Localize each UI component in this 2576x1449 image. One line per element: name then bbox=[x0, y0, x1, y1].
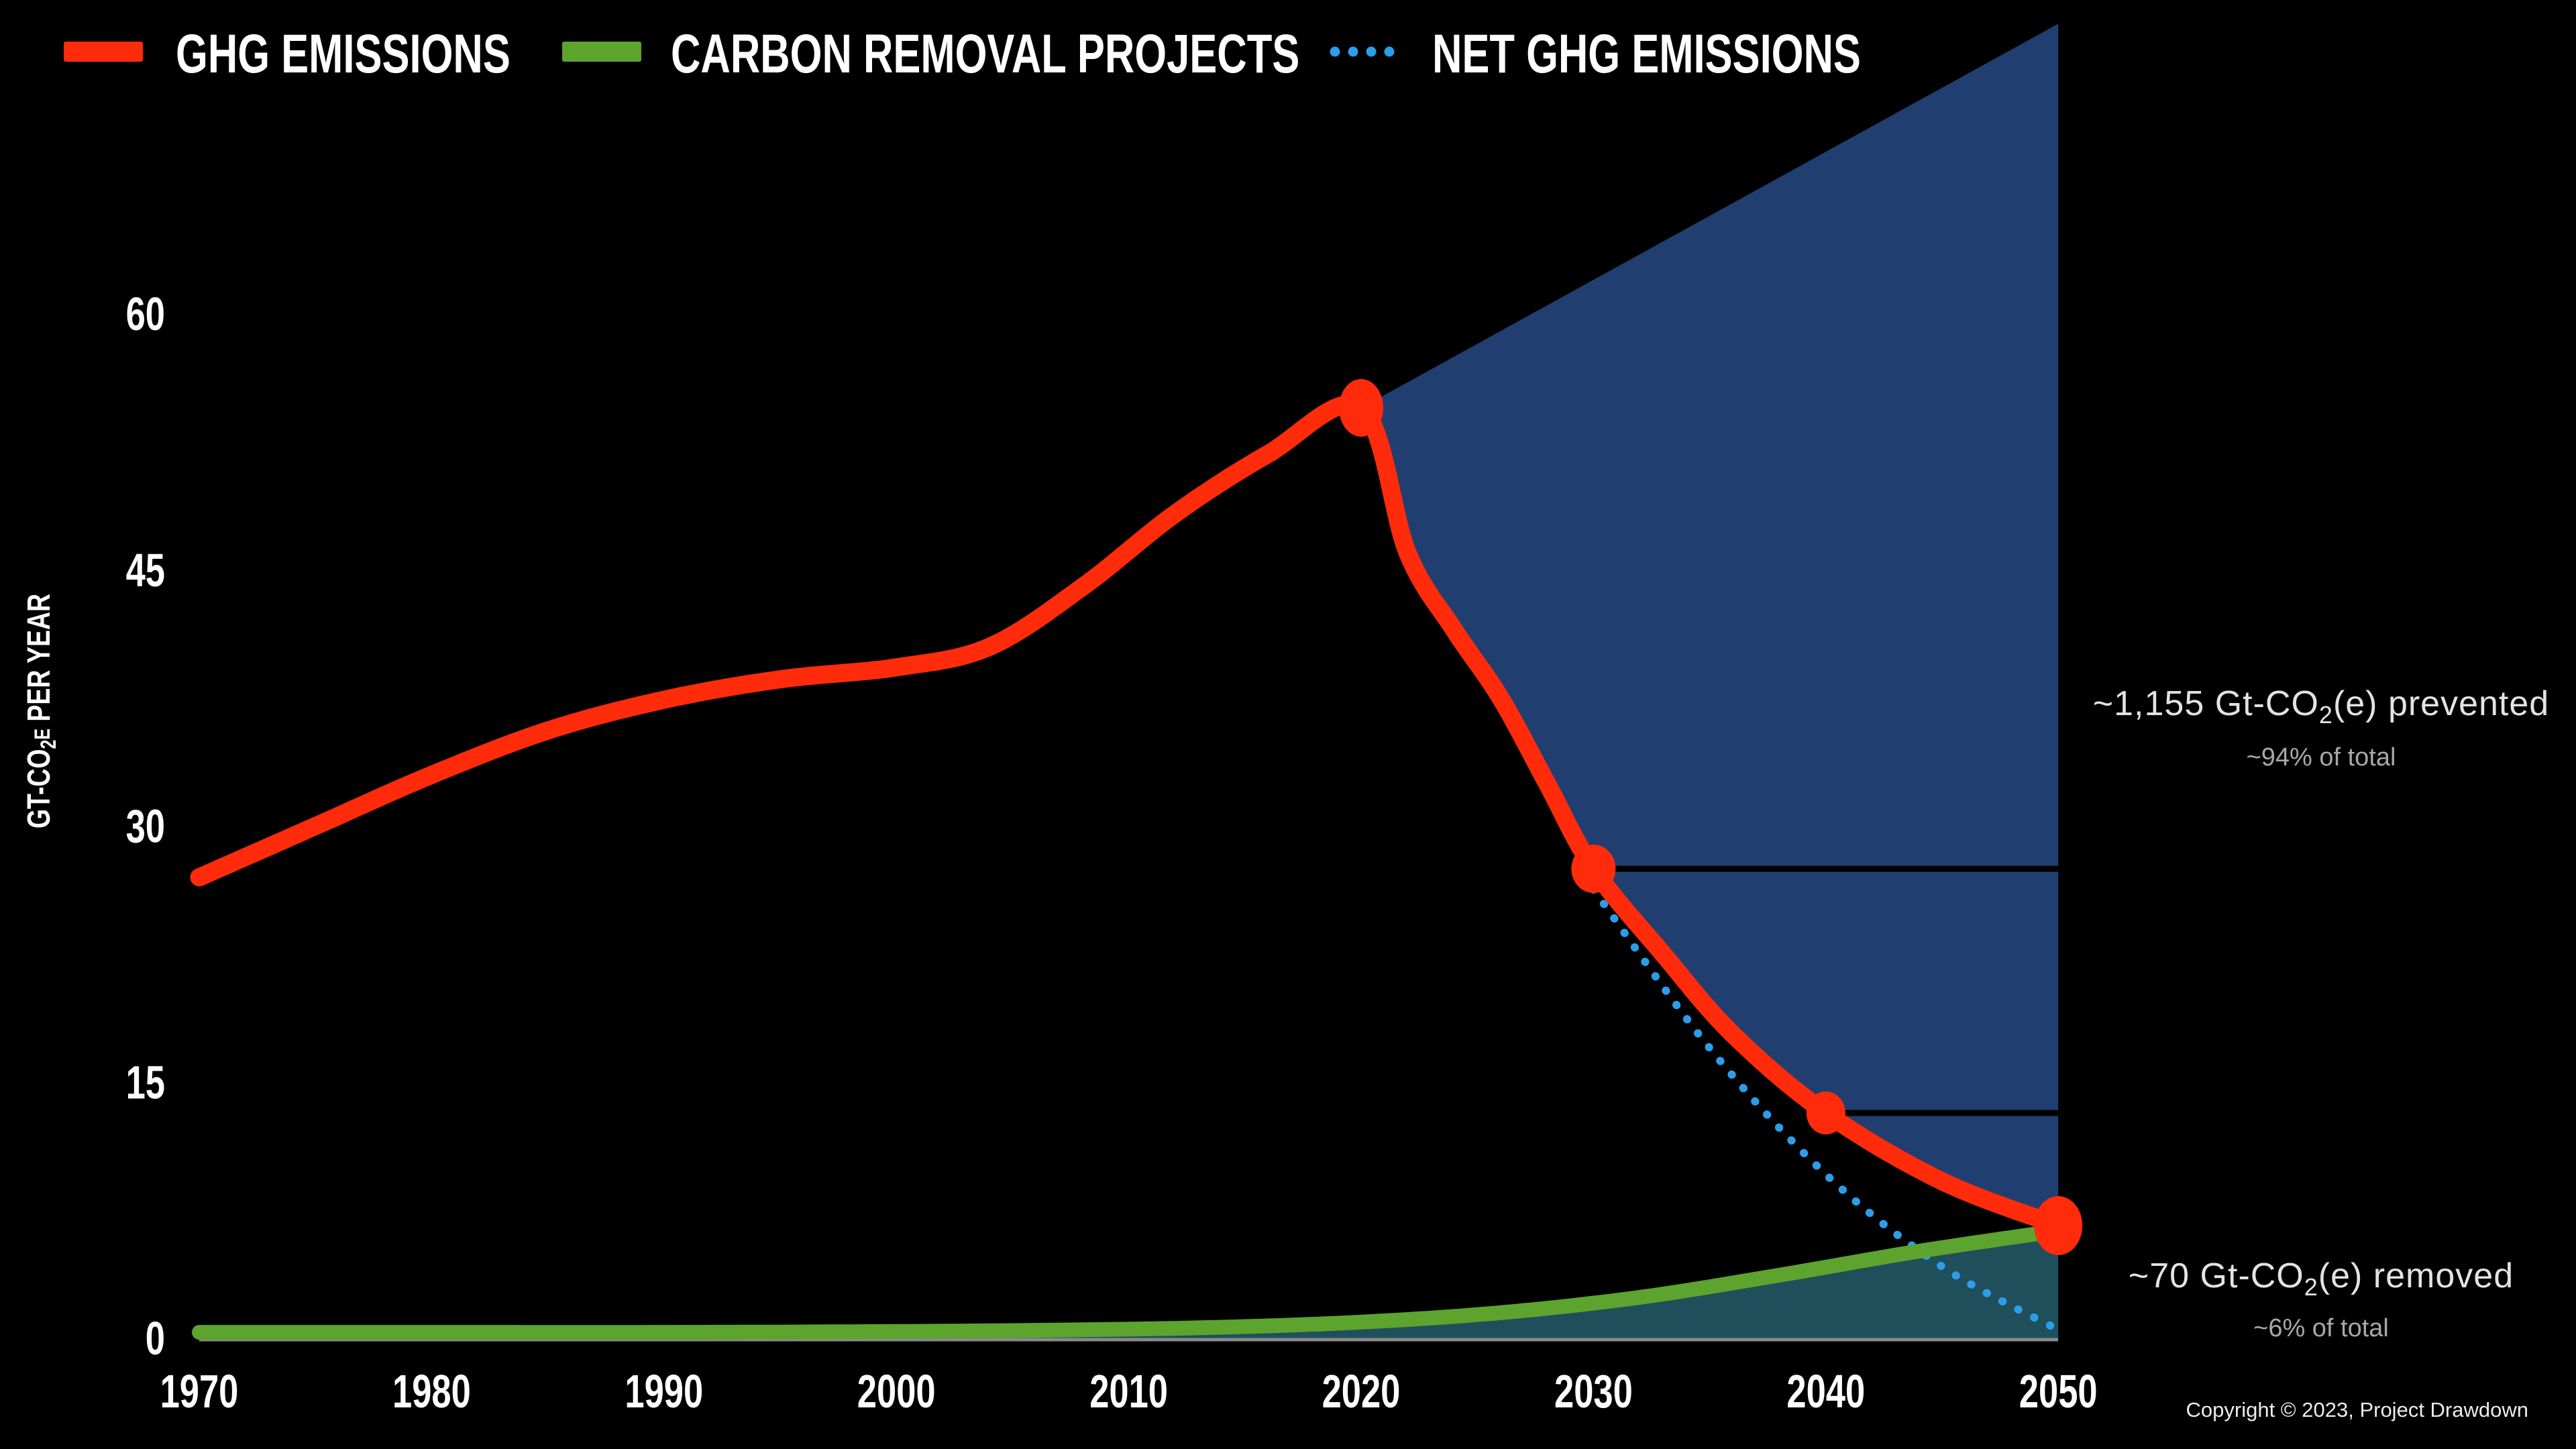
legend-item-label: GHG EMISSIONS bbox=[176, 23, 511, 85]
y-tick-label-15: 15 bbox=[126, 1057, 165, 1109]
x-tick-label-2000: 2000 bbox=[857, 1366, 936, 1418]
data-point-marker-2050 bbox=[2034, 1196, 2083, 1255]
legend-item-carbon-removal: CARBON REMOVAL PROJECTS bbox=[562, 23, 1299, 85]
plot-area-fills bbox=[199, 23, 2059, 1338]
legend: GHG EMISSIONS CARBON REMOVAL PROJECTS NE… bbox=[64, 23, 1861, 85]
y-tick-label-45: 45 bbox=[126, 545, 165, 597]
data-point-marker-2030 bbox=[1571, 845, 1616, 894]
x-tick-label-2020: 2020 bbox=[1322, 1366, 1401, 1418]
ghg-emissions-swatch bbox=[64, 42, 143, 62]
y-axis-title: GT-CO2E PER YEAR bbox=[21, 594, 61, 828]
carbon-removal-swatch bbox=[562, 42, 641, 62]
plot-lines bbox=[190, 379, 2083, 1340]
x-tick-label-2010: 2010 bbox=[1089, 1366, 1168, 1418]
x-tick-label-1980: 1980 bbox=[392, 1366, 471, 1418]
legend-item-label: NET GHG EMISSIONS bbox=[1432, 23, 1861, 85]
legend-item-label: CARBON REMOVAL PROJECTS bbox=[671, 23, 1299, 85]
removed-share: ~6% of total bbox=[2253, 1314, 2389, 1342]
x-tick-label-1990: 1990 bbox=[625, 1366, 703, 1418]
carbon-removal-line bbox=[192, 1223, 2066, 1340]
y-tick-label-30: 30 bbox=[126, 800, 165, 853]
x-tick-label-1970: 1970 bbox=[160, 1366, 239, 1418]
y-tick-label-0: 0 bbox=[146, 1313, 165, 1365]
x-tick-label-2030: 2030 bbox=[1554, 1366, 1633, 1418]
legend-item-ghg-emissions: GHG EMISSIONS bbox=[64, 23, 511, 85]
axis-tick-labels: 0 15 30 45 60 1970 1980 1990 2000 2010 2020 2030 204… bbox=[126, 288, 2098, 1418]
y-tick-label-60: 60 bbox=[126, 288, 165, 341]
net-ghg-emissions-line bbox=[1589, 885, 2063, 1334]
prevented-annotation: ~1,155 Gt-CO2(e) prevented bbox=[2093, 684, 2549, 729]
data-point-marker-2020 bbox=[1339, 379, 1383, 437]
copyright-text: Copyright © 2023, Project Drawdown bbox=[2186, 1398, 2528, 1421]
data-point-marker-2040 bbox=[1806, 1091, 1845, 1135]
annotations: ~1,155 Gt-CO2(e) prevented ~94% of total… bbox=[2093, 684, 2549, 1342]
prevented-area-fill bbox=[1361, 23, 2059, 1226]
x-tick-label-2040: 2040 bbox=[1786, 1366, 1865, 1418]
legend-item-net-emissions: NET GHG EMISSIONS bbox=[1330, 23, 1861, 85]
prevented-share: ~94% of total bbox=[2247, 743, 2396, 771]
removed-area-fill bbox=[199, 1230, 2059, 1338]
ghg-emissions-line bbox=[190, 395, 2068, 1235]
removed-annotation: ~70 Gt-CO2(e) removed bbox=[2129, 1256, 2514, 1301]
x-tick-label-2050: 2050 bbox=[2019, 1366, 2098, 1418]
net-emissions-dotted-swatch bbox=[1330, 46, 1395, 57]
